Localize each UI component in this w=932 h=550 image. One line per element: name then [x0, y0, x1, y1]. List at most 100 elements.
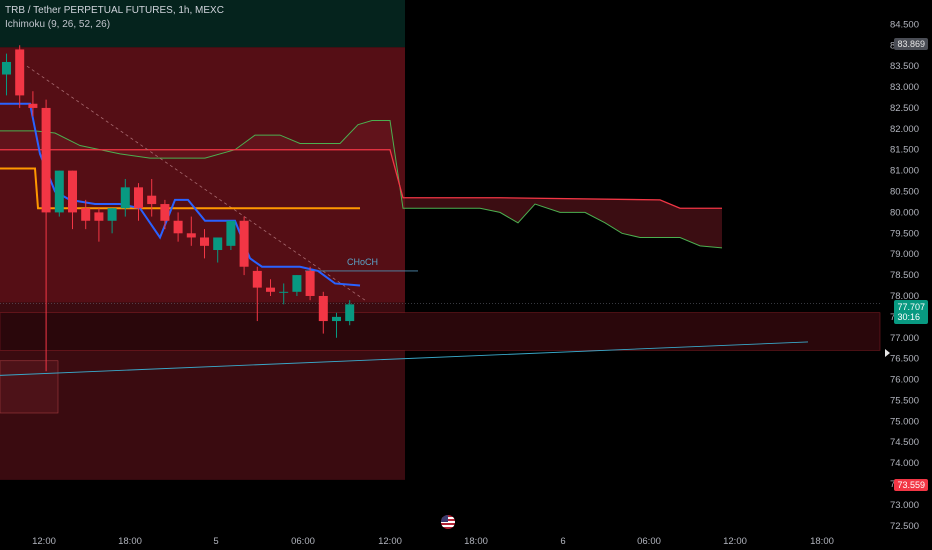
candle-body	[226, 220, 236, 246]
candle	[173, 212, 183, 242]
price-tick-label: 74.000	[890, 458, 919, 469]
candle	[186, 216, 196, 246]
candle	[2, 53, 11, 96]
candles-layer	[2, 45, 355, 372]
candle-body	[94, 212, 104, 221]
candle	[147, 178, 157, 217]
dashed-trendline	[26, 65, 366, 301]
candle-body	[200, 237, 209, 246]
candle	[292, 275, 302, 296]
price-tick-label: 80.000	[890, 207, 919, 218]
us-flag-icon[interactable]	[441, 515, 455, 529]
candle	[200, 229, 209, 259]
senkou-span-b	[0, 149, 722, 209]
candle-body	[173, 220, 183, 234]
scroll-right-arrow-icon[interactable]	[885, 349, 890, 357]
candle	[94, 208, 104, 242]
price-tick-label: 83.500	[890, 61, 919, 72]
header-zone	[0, 0, 405, 48]
candle-body	[147, 195, 157, 205]
price-tick-label: 72.500	[890, 521, 919, 532]
price-tick-label: 81.000	[890, 166, 919, 177]
price-tick-label: 79.000	[890, 249, 919, 260]
price-axis: 84.50084.00083.50083.00082.50082.00081.5…	[890, 19, 919, 531]
candle-body	[186, 233, 196, 238]
cloud-fill	[0, 120, 722, 248]
current-price-label: 77.707 30:16	[894, 300, 928, 324]
supply-zone-upper	[0, 47, 405, 303]
price-tick-label: 75.500	[890, 395, 919, 406]
time-tick-label: 18:00	[810, 536, 834, 547]
price-tick-label: 77.000	[890, 333, 919, 344]
ascending-trendline	[0, 341, 809, 376]
low-price-label: 73.559	[894, 479, 928, 491]
price-tick-label: 83.000	[890, 82, 919, 93]
candle-body	[292, 275, 302, 292]
candle	[160, 199, 170, 230]
candle-body	[15, 49, 25, 96]
candle	[15, 45, 25, 108]
price-tick-label: 80.500	[890, 187, 919, 198]
time-tick-label: 12:00	[32, 536, 56, 547]
time-tick-label: 18:00	[464, 536, 488, 547]
candle	[54, 170, 64, 217]
candle-body	[134, 187, 143, 209]
candle	[239, 216, 249, 276]
price-tick-label: 84.500	[890, 19, 919, 30]
candle	[345, 300, 355, 326]
candle-body	[2, 61, 11, 75]
time-axis: 12:00 18:00 5 06:00 12:00 18:00 6 06:00 12:00 18:…	[32, 536, 834, 547]
time-tick-label: 5	[213, 536, 218, 547]
demand-box	[0, 360, 59, 414]
zone-layer	[0, 0, 881, 480]
candle-body	[120, 187, 130, 209]
candle	[318, 291, 328, 334]
time-tick-label: 18:00	[118, 536, 142, 547]
price-tick-label: 82.000	[890, 124, 919, 135]
candle	[305, 266, 315, 301]
candle-body	[239, 220, 249, 267]
candle-body	[107, 208, 117, 221]
candle-body	[68, 170, 77, 213]
candle-body	[305, 270, 315, 296]
candle-body	[318, 295, 328, 322]
candle	[332, 312, 341, 338]
candle	[41, 99, 51, 372]
price-tick-label: 79.500	[890, 228, 919, 239]
candle-body	[41, 107, 51, 213]
price-tick-label: 73.000	[890, 500, 919, 511]
candle-body	[213, 237, 223, 251]
candle	[266, 279, 275, 296]
time-tick-label: 6	[560, 536, 565, 547]
order-block-zone	[0, 312, 881, 351]
candle	[213, 237, 223, 263]
candle-body	[54, 170, 64, 213]
candle	[68, 170, 77, 230]
candle-body	[28, 103, 38, 108]
time-tick-label: 12:00	[378, 536, 402, 547]
high-price-label: 83.869	[894, 38, 928, 50]
candle	[107, 208, 117, 234]
price-tick-label: 78.000	[890, 291, 919, 302]
candle-body	[279, 291, 289, 293]
senkou-span-a	[0, 119, 723, 249]
ichimoku-cloud	[0, 119, 723, 249]
candle	[120, 178, 130, 217]
price-tick-label: 74.500	[890, 437, 919, 448]
candle	[81, 199, 91, 230]
candle-body	[345, 304, 355, 322]
price-tick-label: 76.500	[890, 354, 919, 365]
price-tick-label: 75.000	[890, 416, 919, 427]
indicator-label[interactable]: Ichimoku (9, 26, 52, 26)	[5, 19, 111, 30]
candle	[279, 283, 289, 305]
candle	[134, 183, 143, 221]
time-tick-label: 06:00	[637, 536, 661, 547]
symbol-title: TRB / Tether PERPETUAL FUTURES, 1h, MEXC	[5, 5, 224, 16]
price-tick-label: 81.500	[890, 145, 919, 156]
bar-countdown: 30:16	[897, 312, 920, 322]
price-tick-label: 82.500	[890, 103, 919, 114]
choch-label[interactable]: CHoCH	[347, 257, 379, 267]
time-tick-label: 06:00	[291, 536, 315, 547]
price-tick-label: 76.000	[890, 375, 919, 386]
